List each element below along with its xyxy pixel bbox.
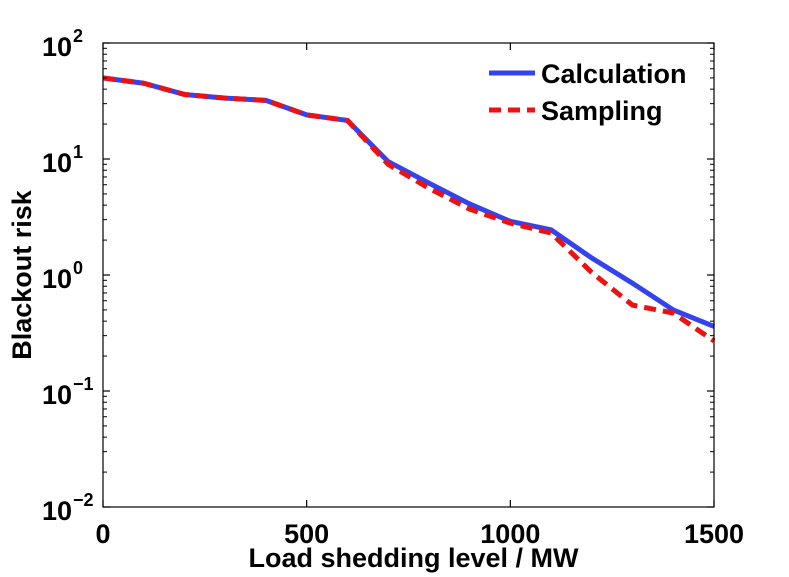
ticks-layer — [102, 42, 715, 508]
y-axis-label: Blackout risk — [7, 189, 37, 360]
legend: Calculation Sampling — [489, 59, 687, 126]
y-tick-label-3: 101 — [42, 142, 83, 178]
x-axis-label: Load shedding level / MW — [248, 543, 579, 573]
legend-label-sampling: Sampling — [541, 96, 663, 126]
legend-label-calculation: Calculation — [541, 59, 687, 89]
series-layer — [102, 75, 716, 344]
y-tick-label-1: 10−1 — [42, 374, 94, 410]
y-tick-label-2: 100 — [42, 258, 83, 294]
x-tick-label-0: 0 — [95, 519, 110, 549]
x-tick-label-2: 1000 — [480, 519, 540, 549]
labels-layer: 0 500 1000 1500 10−2 10−1 100 101 102 Load sheddi… — [7, 26, 744, 573]
y-tick-label-0: 10−2 — [42, 490, 94, 526]
x-tick-label-1: 500 — [284, 519, 329, 549]
y-tick-label-4: 102 — [42, 26, 83, 62]
series-line-sampling — [102, 75, 716, 344]
x-tick-label-3: 1500 — [684, 519, 744, 549]
